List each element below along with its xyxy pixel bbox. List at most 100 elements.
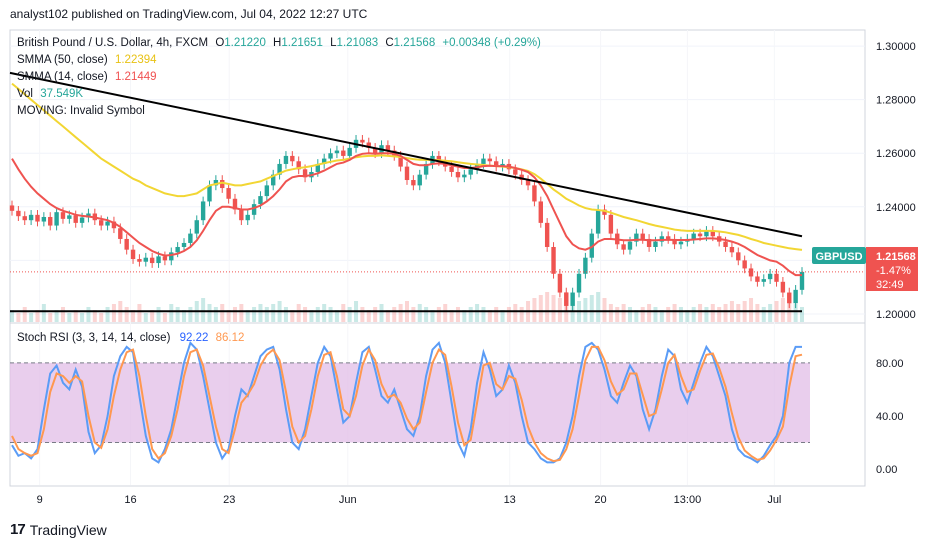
tradingview-logo-icon: 17 xyxy=(10,521,26,538)
candle-body xyxy=(423,163,429,175)
candle-body xyxy=(595,209,601,234)
stoch-d-line xyxy=(11,345,803,463)
candle-body xyxy=(226,188,231,199)
volume-bar xyxy=(513,304,518,322)
candle-body xyxy=(181,242,187,247)
volume-bar xyxy=(704,307,709,322)
candle-body xyxy=(583,257,588,274)
close-value: 1.21568 xyxy=(394,37,436,49)
stoch-legend-row[interactable]: Stoch RSI (3, 3, 14, 14, close) 92.22 86… xyxy=(17,332,244,344)
price-tick-label: 1.28000 xyxy=(876,95,916,107)
candle-body xyxy=(417,174,422,186)
volume-bar xyxy=(672,304,677,322)
candle-body xyxy=(646,238,652,247)
candle-body xyxy=(704,230,709,237)
volume-bar xyxy=(73,310,78,322)
volume-bar xyxy=(175,307,180,322)
candle-body xyxy=(640,233,645,239)
candle-body xyxy=(659,236,665,242)
resistance-trendline[interactable] xyxy=(9,71,803,238)
volume-bar xyxy=(411,307,416,322)
volume-bar xyxy=(755,304,760,322)
legend-symbol-row[interactable]: British Pound / U.S. Dollar, 4h, FXCM O1… xyxy=(17,37,541,49)
volume-bar xyxy=(647,304,652,322)
volume-bar xyxy=(41,304,46,322)
candle-body xyxy=(627,241,633,250)
candle-body xyxy=(105,221,110,226)
price-tick-label: 1.20000 xyxy=(876,309,916,321)
volume-bar xyxy=(188,307,193,322)
smma14-value: 1.21449 xyxy=(115,71,157,83)
volume-bar xyxy=(143,313,148,322)
price-tick-label: 1.26000 xyxy=(876,148,916,160)
last-price-value: 1.21568 xyxy=(876,251,916,263)
stoch-axis[interactable]: 80.00 40.00 0.00 xyxy=(876,358,904,476)
volume-bar xyxy=(678,307,683,322)
price-tick-label: 1.24000 xyxy=(876,202,916,214)
volume-bar xyxy=(532,298,537,322)
legend-volume[interactable]: Vol 37.549K xyxy=(17,88,83,100)
volume-bar xyxy=(22,307,27,322)
candle-body xyxy=(143,257,148,262)
candle-body xyxy=(271,174,276,186)
volume-bar xyxy=(162,313,167,322)
volume-bar xyxy=(10,310,14,322)
bar-countdown: 32:49 xyxy=(876,279,904,291)
volume-bar xyxy=(226,310,231,322)
volume-bar xyxy=(481,307,486,322)
volume-bar xyxy=(60,307,65,322)
legend-moving[interactable]: MOVING: Invalid Symbol xyxy=(17,105,145,117)
candle-body xyxy=(544,222,550,247)
candle-body xyxy=(398,155,403,167)
tradingview-brand[interactable]: 17 TradingView xyxy=(10,521,107,538)
candle-body xyxy=(54,212,59,226)
volume-bar xyxy=(723,304,728,322)
volume-bar xyxy=(487,310,492,322)
price-tick-label: 1.30000 xyxy=(876,41,916,53)
volume-bar xyxy=(392,307,397,322)
time-tick-label: Jun xyxy=(339,494,357,506)
candle-body xyxy=(328,153,333,159)
volume-bar xyxy=(557,298,562,322)
volume-bar xyxy=(494,307,499,322)
legend-smma14[interactable]: SMMA (14, close) 1.21449 xyxy=(17,71,157,83)
volume-bar xyxy=(602,298,607,322)
candle-body xyxy=(672,238,677,245)
volume-bar xyxy=(449,310,454,322)
volume-bar xyxy=(290,310,295,322)
legend-smma50[interactable]: SMMA (50, close) 1.22394 xyxy=(17,54,157,66)
volume-bar xyxy=(315,307,320,322)
volume-bar xyxy=(519,307,524,322)
volume-bar xyxy=(468,307,473,322)
candle-body xyxy=(697,233,703,237)
volume-bar xyxy=(736,304,741,322)
volume-bar xyxy=(105,307,110,322)
volume-bar xyxy=(201,298,206,322)
candle-body xyxy=(462,174,467,178)
time-tick-label: 9 xyxy=(37,494,43,506)
volume-bar xyxy=(443,304,448,322)
smma14-line xyxy=(11,152,802,277)
volume-bar xyxy=(583,298,588,322)
candle-body xyxy=(220,180,225,189)
candle-body xyxy=(48,216,53,226)
volume-bar xyxy=(131,310,136,322)
volume-bar xyxy=(691,307,696,322)
candle-body xyxy=(551,246,556,274)
candle-body xyxy=(315,163,321,172)
candle-body xyxy=(774,273,779,282)
time-tick-label: Jul xyxy=(767,494,781,506)
candle-body xyxy=(621,244,626,250)
volume-bar xyxy=(182,310,187,322)
volume-bar xyxy=(780,298,785,322)
volume-bar xyxy=(417,304,422,322)
candle-body xyxy=(755,276,760,282)
candle-body xyxy=(16,210,21,217)
time-axis[interactable]: 9 16 23 Jun 13 20 13:00 Jul xyxy=(37,494,782,506)
price-candles xyxy=(9,135,805,311)
candle-body xyxy=(175,246,180,253)
last-price-badge xyxy=(866,247,918,291)
candle-body xyxy=(194,220,199,234)
candle-body xyxy=(366,142,371,148)
